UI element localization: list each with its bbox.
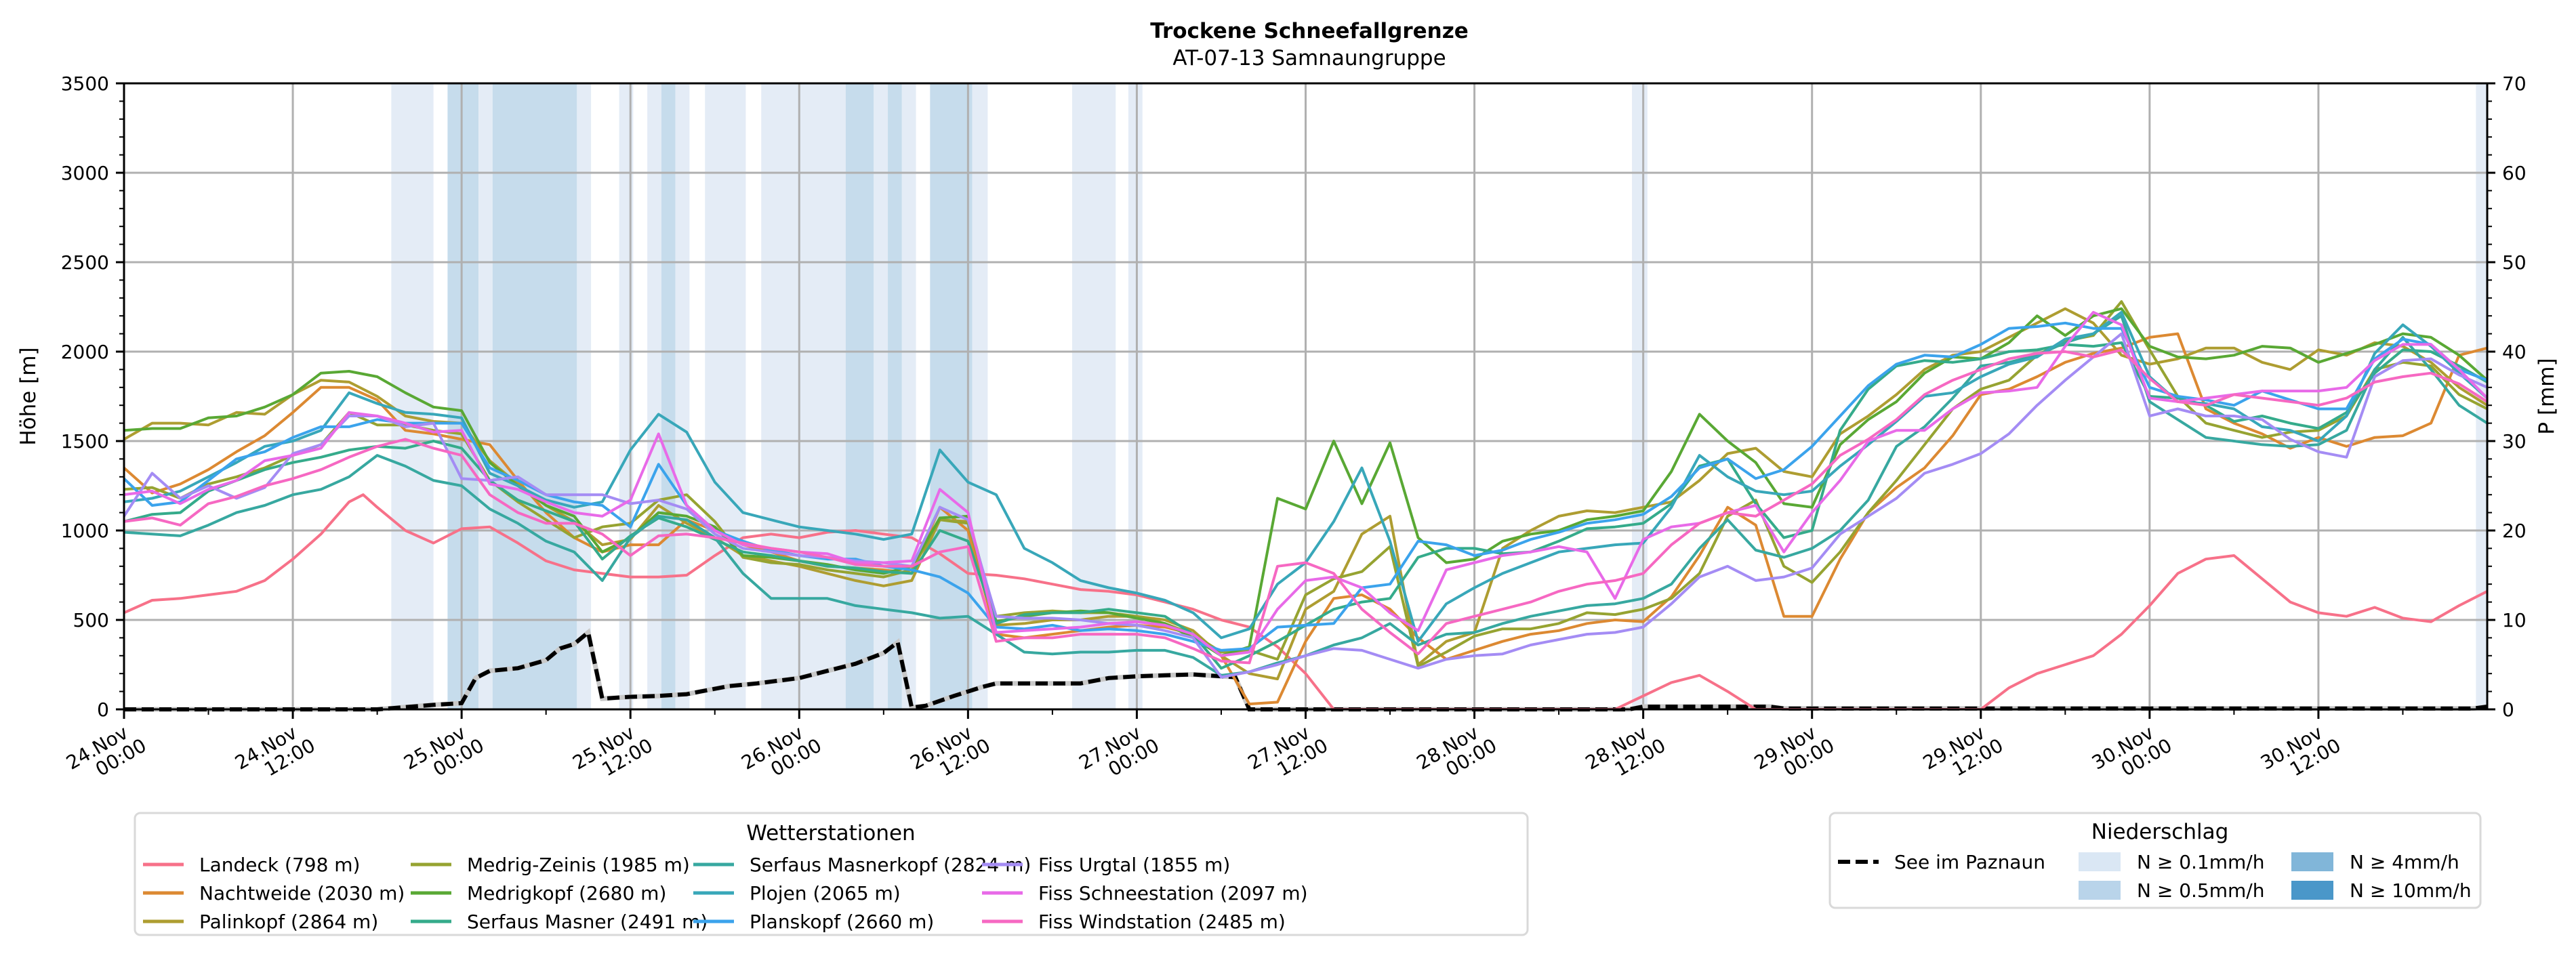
chart-title: Trockene Schneefallgrenze	[1150, 19, 1469, 43]
y2-tick-label: 60	[2502, 162, 2527, 184]
series-line-11	[124, 348, 2487, 665]
legend-label-0: Landeck (798 m)	[199, 854, 360, 876]
y-tick-label: 3000	[61, 162, 109, 184]
y2-axis-ticks: 0 10 20 30 40 50 60 70	[2487, 72, 2527, 721]
y-tick-label: 2000	[61, 341, 109, 363]
precip-level-swatch-3	[2291, 881, 2333, 900]
y2-axis-label: P [mm]	[2535, 358, 2559, 434]
series-line-9	[124, 332, 2487, 679]
y2-tick-label: 50	[2502, 251, 2527, 274]
precip-band	[705, 83, 746, 709]
precip-band	[661, 83, 676, 709]
chart-subtitle: AT-07-13 Samnaungruppe	[1172, 46, 1446, 70]
y2-tick-label: 0	[2502, 699, 2514, 721]
legend-label-2: Palinkopf (2864 m)	[199, 911, 378, 933]
legend-label-10: Fiss Schneestation (2097 m)	[1038, 882, 1308, 904]
y-tick-label: 3500	[61, 72, 109, 95]
station-series	[124, 300, 2487, 709]
precip-band	[2476, 83, 2487, 709]
y2-tick-label: 40	[2502, 341, 2527, 363]
legend-stations-title: Wetterstationen	[746, 821, 915, 846]
y-tick-label: 2500	[61, 251, 109, 274]
y2-tick-label: 30	[2502, 430, 2527, 453]
series-line-0	[124, 493, 2487, 709]
precip-band	[888, 83, 902, 709]
series-line-10	[124, 310, 2487, 657]
y-axis-label: Höhe [m]	[16, 347, 41, 445]
y-axis-ticks: 0 500 1000 1500 2000 2500 3000 3500	[61, 72, 124, 721]
precip-band	[901, 83, 916, 709]
precip-band	[1071, 83, 1116, 709]
y2-tick-label: 70	[2502, 72, 2527, 95]
legend-label-5: Serfaus Masner (2491 m)	[467, 911, 708, 933]
precip-level-label-0: N ≥ 0.1mm/h	[2137, 851, 2264, 873]
precip-band	[1632, 83, 1648, 709]
precip-band	[577, 83, 592, 709]
legend-label-8: Planskopf (2660 m)	[750, 911, 934, 933]
y-tick-label: 1500	[61, 430, 109, 453]
legend-precip-title: Niederschlag	[2091, 820, 2229, 844]
precip-band	[1128, 83, 1143, 709]
precip-level-label-2: N ≥ 4mm/h	[2350, 851, 2459, 873]
y2-tick-label: 20	[2502, 520, 2527, 542]
precip-band	[761, 83, 846, 709]
precip-level-swatch-1	[2079, 881, 2121, 900]
y-tick-label: 1000	[61, 520, 109, 542]
precip-band	[930, 83, 973, 709]
legend-label-3: Medrig-Zeinis (1985 m)	[467, 854, 690, 876]
precip-level-swatch-2	[2291, 852, 2333, 871]
legend-stations: Wetterstationen Landeck (798 m) Nachtweid…	[134, 812, 1529, 936]
lake-legend-label: See im Paznaun	[1894, 851, 2045, 873]
precip-band	[874, 83, 888, 709]
series-line-7	[124, 310, 2487, 643]
precip-band	[447, 83, 479, 709]
precip-level-swatch-0	[2079, 852, 2121, 871]
legend-label-4: Medrigkopf (2680 m)	[467, 882, 666, 904]
legend-label-9: Fiss Urgtal (1855 m)	[1038, 854, 1230, 876]
y-tick-label: 500	[73, 609, 109, 631]
precip-band	[647, 83, 661, 709]
y-tick-label: 0	[97, 699, 109, 721]
precip-band	[478, 83, 493, 709]
legend-precip: Niederschlag See im Paznaun N ≥ 0.1mm/h …	[1828, 812, 2482, 909]
legend-label-11: Fiss Windstation (2485 m)	[1038, 911, 1286, 933]
y2-tick-label: 10	[2502, 609, 2527, 631]
precip-level-label-1: N ≥ 0.5mm/h	[2137, 879, 2264, 902]
legend-label-1: Nachtweide (2030 m)	[199, 882, 405, 904]
legend-label-7: Plojen (2065 m)	[750, 882, 901, 904]
precip-level-label-3: N ≥ 10mm/h	[2350, 879, 2472, 902]
precip-band	[845, 83, 874, 709]
precip-band	[492, 83, 577, 709]
series-line-5	[124, 341, 2487, 670]
precip-band	[675, 83, 690, 709]
